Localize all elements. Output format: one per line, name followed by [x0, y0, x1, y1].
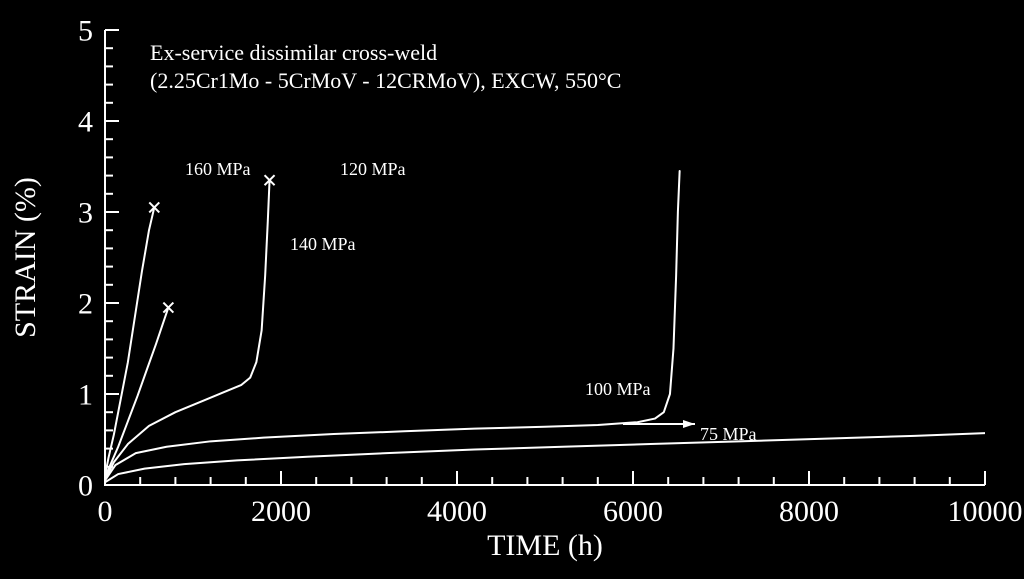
y-tick-label: 4 [78, 106, 93, 139]
x-tick-label: 4000 [427, 495, 487, 528]
series-label-160-mpa: 160 MPa [185, 159, 251, 179]
y-tick-label: 2 [78, 288, 93, 321]
x-axis-label: TIME (h) [487, 529, 603, 562]
y-tick-label: 3 [78, 197, 93, 230]
caption-line: Ex-service dissimilar cross-weld [150, 40, 437, 65]
y-tick-label: 0 [78, 470, 93, 503]
chart-root: 0 2000 4000 6000 8000 10000 0 1 2 3 4 5 TIME (h) STRA… [0, 0, 1024, 579]
series-label-75-mpa: 75 MPa [700, 424, 757, 444]
x-tick-label: 10000 [948, 495, 1023, 528]
y-tick-label: 5 [78, 15, 93, 48]
x-tick-label: 0 [98, 495, 113, 528]
x-tick-label: 8000 [779, 495, 839, 528]
series-label-140-mpa: 140 MPa [290, 234, 356, 254]
series-label-100-mpa: 100 MPa [585, 379, 651, 399]
chart-svg: 0 2000 4000 6000 8000 10000 0 1 2 3 4 5 TIME (h) STRA… [0, 0, 1024, 579]
caption-line: (2.25Cr1Mo - 5CrMoV - 12CRMoV), EXCW, 55… [150, 68, 621, 93]
y-axis-label: STRAIN (%) [9, 177, 42, 338]
x-tick-label: 2000 [251, 495, 311, 528]
y-tick-label: 1 [78, 379, 93, 412]
x-tick-label: 6000 [603, 495, 663, 528]
series-label-120-mpa: 120 MPa [340, 159, 406, 179]
